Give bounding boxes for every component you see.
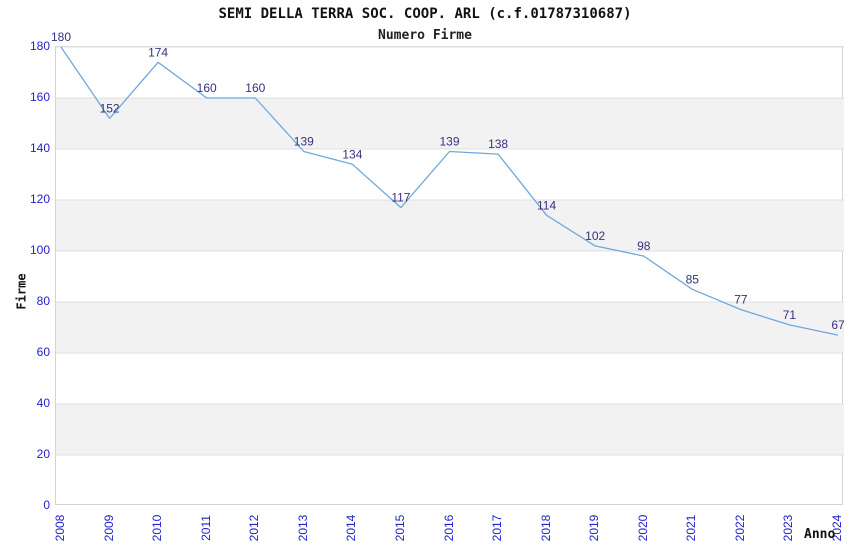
x-tick-label: 2021 xyxy=(684,514,699,542)
data-point-label: 152 xyxy=(100,101,120,115)
x-tick-label: 2015 xyxy=(392,514,407,542)
plot-band xyxy=(56,98,844,149)
chart-subtitle: Numero Firme xyxy=(378,28,472,43)
data-point-label: 117 xyxy=(391,191,410,205)
data-point-label: 77 xyxy=(734,293,748,307)
x-tick-label: 2019 xyxy=(587,514,602,542)
x-tick-label: 2011 xyxy=(198,515,213,541)
data-series-line xyxy=(60,46,839,336)
x-tick-label: 2022 xyxy=(732,514,747,542)
data-point-label: 139 xyxy=(294,135,314,149)
plot-band xyxy=(56,404,844,455)
x-tick-label: 2016 xyxy=(441,514,456,542)
y-tick-label: 160 xyxy=(29,90,50,104)
x-tick-label: 2018 xyxy=(538,514,553,542)
y-tick-label: 120 xyxy=(29,192,50,206)
y-tick-label: 80 xyxy=(36,294,50,308)
data-point-label: 138 xyxy=(488,137,508,151)
data-point-label: 160 xyxy=(245,81,265,95)
data-point-label: 134 xyxy=(342,147,362,161)
data-point-label: 85 xyxy=(686,272,700,286)
plot-area: 180 152 174 160 160 139 134 117 139 138 114 102 98 85… xyxy=(51,30,845,505)
y-tick-label: 180 xyxy=(29,39,50,53)
x-tick-label: 2010 xyxy=(150,514,165,542)
data-point-label: 139 xyxy=(439,135,459,149)
x-tick-label: 2012 xyxy=(247,514,262,542)
plot-canvas: 180 152 174 160 160 139 134 117 139 138 114 102 98 85… xyxy=(51,30,845,456)
data-point-label: 98 xyxy=(637,239,651,253)
data-point-label: 67 xyxy=(831,318,845,332)
data-point-label: 180 xyxy=(51,30,71,44)
y-tick-label: 20 xyxy=(36,447,50,461)
chart-title: SEMI DELLA TERRA SOC. COOP. ARL (c.f.017… xyxy=(218,6,632,22)
data-point-label: 160 xyxy=(197,81,217,95)
x-tick-label: 2020 xyxy=(635,514,650,542)
data-point-label: 102 xyxy=(585,229,605,243)
y-tick-label: 100 xyxy=(29,243,50,257)
data-point-label: 71 xyxy=(783,308,797,322)
plot-band xyxy=(56,302,844,353)
x-tick-label: 2009 xyxy=(101,514,116,542)
x-tick-label: 2023 xyxy=(781,514,796,542)
y-tick-label: 140 xyxy=(29,141,50,155)
x-tick-label: 2014 xyxy=(344,514,359,542)
x-tick-label: 2008 xyxy=(53,514,67,542)
y-tick-label: 40 xyxy=(36,396,50,410)
y-tick-label: 0 xyxy=(43,498,50,512)
y-axis-title: Firme xyxy=(14,273,29,310)
data-point-label: 174 xyxy=(148,45,168,59)
x-tick-label: 2013 xyxy=(295,514,310,542)
plot-band xyxy=(56,200,844,251)
x-tick-label: 2017 xyxy=(490,514,505,542)
data-point-label: 114 xyxy=(537,198,556,212)
y-tick-label: 60 xyxy=(36,345,50,359)
x-axis-title: Anno xyxy=(804,527,836,542)
x-axis: 2008 2009 2010 2011 2012 2013 2014 2015 2016 2017… xyxy=(0,505,850,550)
y-axis: 0 20 40 60 80 100 120 140 160 180 xyxy=(0,0,50,550)
